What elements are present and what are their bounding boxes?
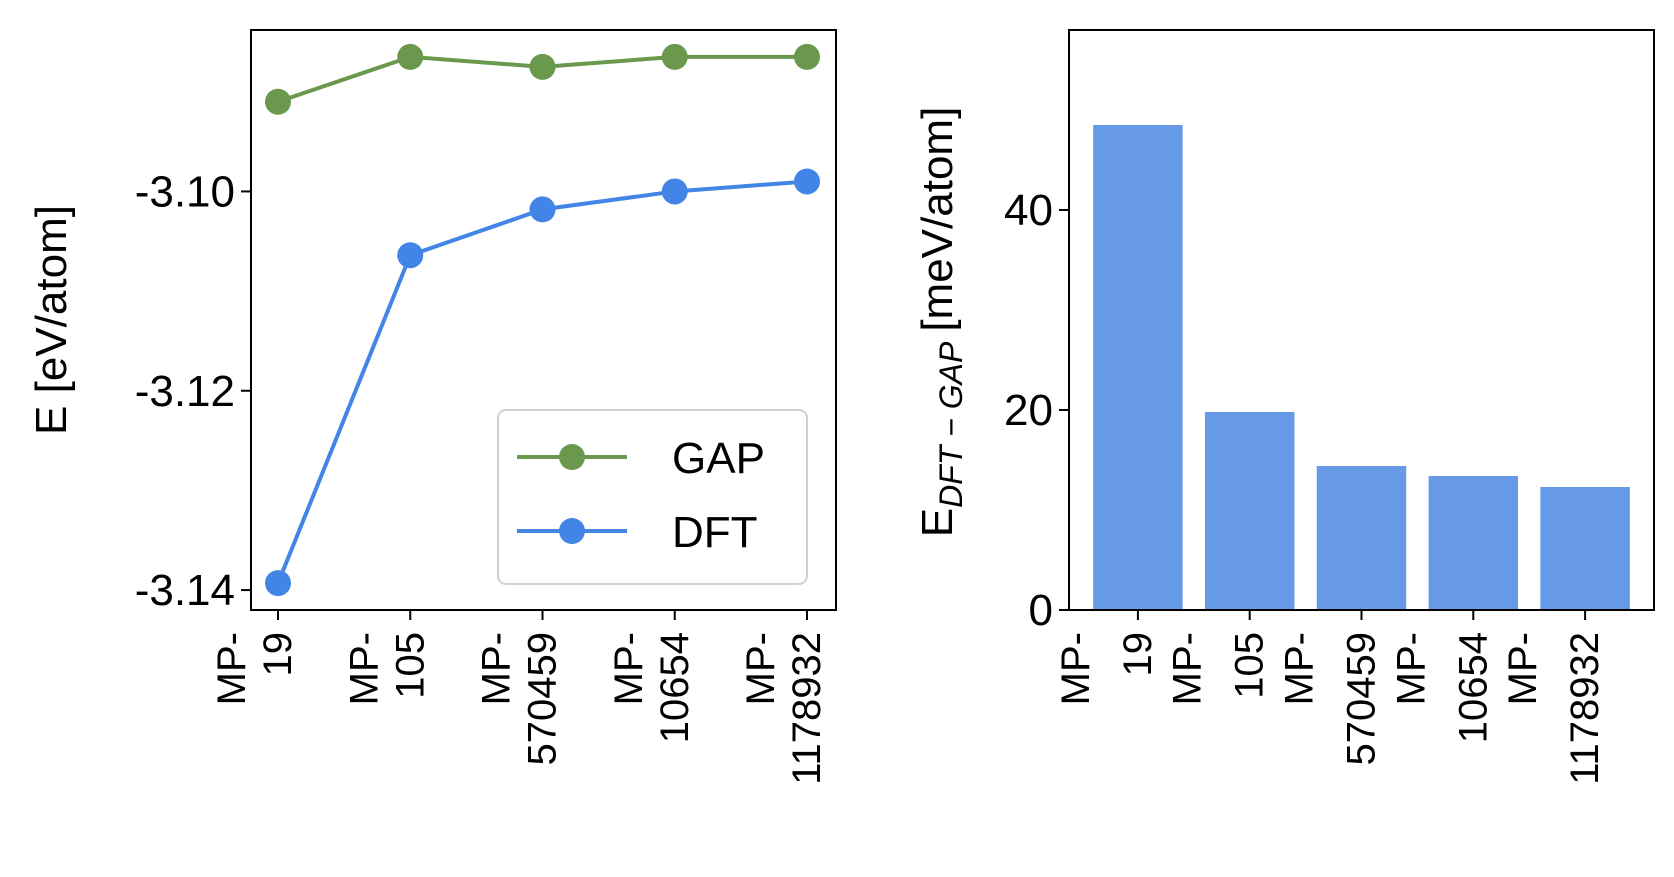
data-point-gap [661, 43, 688, 70]
y-tick-label: -3.10 [135, 167, 235, 216]
x-tick-label: MP- [1501, 632, 1545, 705]
line-chart-y-label: E [eV/atom] [27, 205, 76, 435]
bar-chart-y-label-subscript: DFT − GAP [933, 341, 969, 508]
x-tick-label: MP- [210, 632, 254, 705]
data-point-dft [661, 178, 688, 205]
x-tick-label: MP- [1389, 632, 1433, 705]
data-point-gap [397, 43, 424, 70]
x-tick-label: MP- [475, 632, 519, 705]
bar [1093, 125, 1183, 610]
bar [1316, 466, 1407, 610]
x-tick-label: MP- [739, 632, 783, 705]
x-tick-label: 105 [388, 632, 432, 699]
x-tick-label: 1178932 [785, 632, 829, 785]
data-point-gap [794, 43, 820, 70]
x-tick-label: MP- [1278, 632, 1322, 705]
bar-chart-x-axis: MP- 19 MP- 105 MP- 570459 MP- 10654 MP- 1178932 [1054, 610, 1607, 785]
y-tick-label: -3.14 [135, 566, 235, 615]
y-tick-label: -3.12 [135, 367, 235, 416]
data-point-dft [529, 196, 556, 223]
x-tick-label: 10654 [1451, 632, 1495, 743]
x-tick-label: MP- [1054, 632, 1098, 705]
x-tick-label: 570459 [1340, 632, 1384, 765]
line-chart-y-axis: -3.10 -3.12 -3.14 [135, 167, 251, 615]
x-tick-label: 1178932 [1563, 632, 1607, 785]
bar-chart-y-label: EDFT − GAP [meV/atom] [913, 107, 969, 538]
bar [1540, 487, 1630, 610]
legend-marker-gap [559, 444, 585, 470]
bar [1204, 412, 1295, 610]
x-tick-label: 19 [1116, 632, 1160, 677]
x-tick-label: 10654 [653, 632, 697, 743]
x-tick-label: MP- [1166, 632, 1210, 705]
bar [1428, 476, 1519, 610]
bar-chart-y-label-unit: [meV/atom] [913, 107, 962, 332]
y-tick-label: 0 [1029, 586, 1053, 635]
x-tick-label: MP- [342, 632, 386, 705]
bar-chart-y-label-main: E [913, 508, 962, 537]
x-tick-label: 570459 [521, 632, 565, 765]
bar-chart-bars [1093, 125, 1630, 610]
line-chart-x-axis: MP- 19 MP- 105 MP- 570459 MP- 10654 MP- 1178932 [210, 610, 829, 785]
y-tick-label: 20 [1004, 386, 1053, 435]
data-point-gap [529, 53, 556, 80]
data-point-dft [265, 570, 291, 597]
data-point-dft [794, 168, 820, 195]
x-tick-label: 19 [256, 632, 300, 677]
y-tick-label: 40 [1004, 186, 1053, 235]
legend-marker-dft [559, 518, 585, 544]
line-chart-panel: -3.10-3.12-3.14 MP- 19 MP- 105 MP- 570459 MP- 1… [27, 29, 837, 785]
line-chart-series [265, 43, 820, 597]
data-point-dft [397, 242, 424, 269]
bar-chart-y-axis: 0 20 40 [1004, 186, 1069, 635]
legend: GAP DFT [497, 409, 808, 585]
x-tick-label: 105 [1228, 632, 1272, 699]
data-point-gap [265, 88, 291, 115]
legend-label-dft: DFT [672, 508, 758, 557]
legend-label-gap: GAP [672, 434, 765, 483]
x-tick-label: MP- [607, 632, 651, 705]
